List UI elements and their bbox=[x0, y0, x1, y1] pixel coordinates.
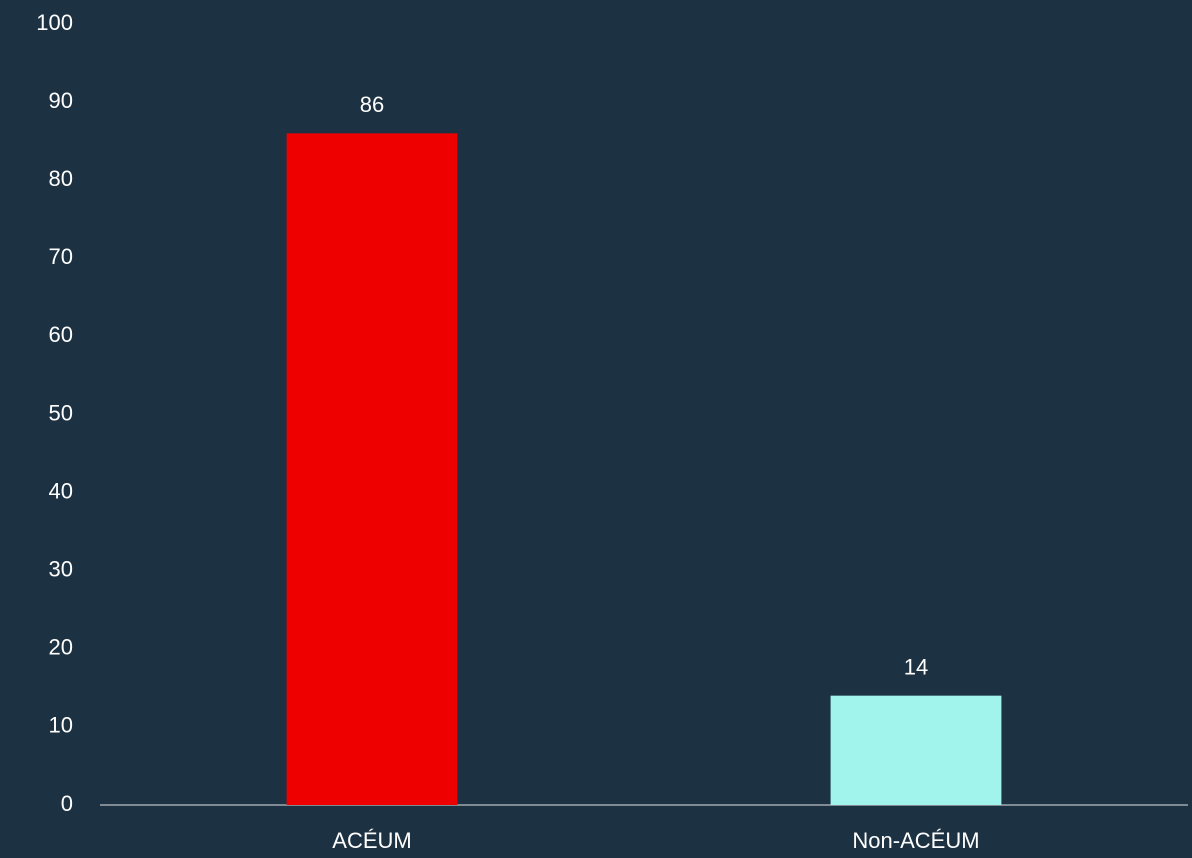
y-tick-label: 40 bbox=[49, 478, 73, 503]
y-tick-label: 30 bbox=[49, 557, 73, 582]
y-tick-label: 0 bbox=[61, 791, 73, 816]
x-tick-label: ACÉUM bbox=[332, 828, 411, 853]
y-tick-label: 60 bbox=[49, 322, 73, 347]
data-label: 86 bbox=[360, 92, 384, 117]
y-tick-label: 20 bbox=[49, 635, 73, 660]
y-tick-label: 90 bbox=[49, 88, 73, 113]
x-tick-label: Non-ACÉUM bbox=[852, 828, 979, 853]
y-tick-label: 100 bbox=[36, 10, 73, 35]
y-tick-label: 80 bbox=[49, 166, 73, 191]
y-tick-label: 10 bbox=[49, 713, 73, 738]
y-tick-label: 70 bbox=[49, 244, 73, 269]
bar bbox=[830, 695, 1002, 805]
bar bbox=[286, 133, 458, 806]
data-label: 14 bbox=[904, 654, 928, 679]
y-tick-label: 50 bbox=[49, 400, 73, 425]
